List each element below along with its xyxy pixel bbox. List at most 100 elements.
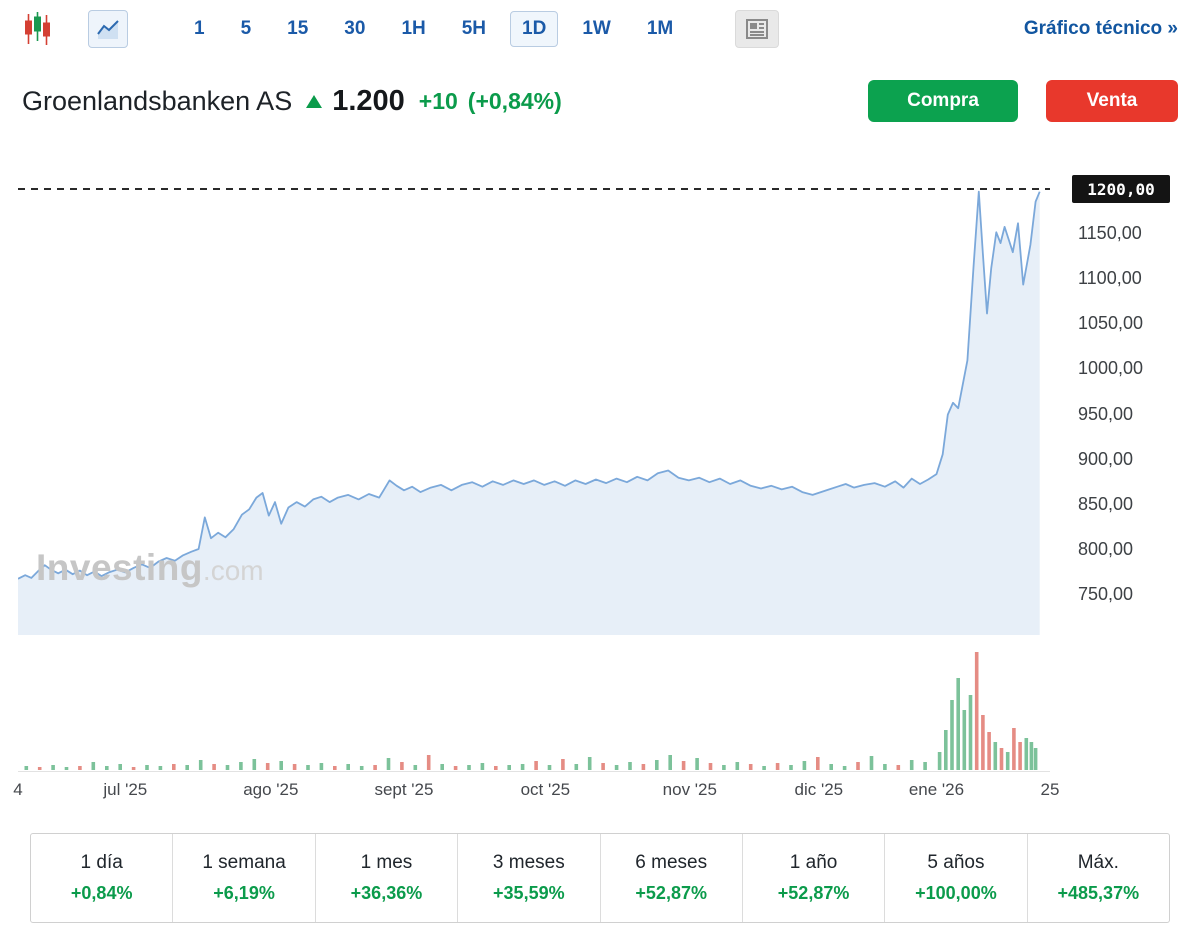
volume-bar	[681, 761, 686, 770]
interval-1d[interactable]: 1D	[510, 11, 559, 47]
sell-button[interactable]: Venta	[1046, 80, 1178, 122]
perf-value: +52,87%	[777, 883, 850, 903]
instrument-header: Groenlandsbanken AS 1.200 +10 (+0,84%) C…	[22, 70, 1178, 132]
perf-max: Máx. +485,37%	[1026, 834, 1169, 922]
interval-1m[interactable]: 1M	[635, 11, 685, 47]
x-axis-label: 25	[1040, 780, 1060, 799]
y-axis-label: 1100,00	[1078, 268, 1142, 289]
y-axis-label: 900,00	[1078, 448, 1134, 469]
x-axis-label: ene '26	[908, 780, 965, 799]
volume-bar	[333, 766, 337, 770]
perf-label: Máx.	[1077, 852, 1119, 873]
price-change: +10	[418, 87, 458, 114]
volume-bar	[453, 766, 458, 770]
perf-label: 6 meses	[635, 852, 708, 873]
volume-bar	[1029, 742, 1034, 770]
y-axis-label: 1050,00	[1078, 313, 1144, 334]
volume-bar	[494, 766, 498, 770]
volume-bar	[1024, 738, 1029, 770]
volume-bar	[1005, 752, 1010, 770]
volume-bar	[359, 766, 364, 770]
volume-bar	[373, 765, 377, 770]
interval-30[interactable]: 30	[332, 11, 377, 47]
volume-bar	[695, 758, 699, 770]
volume-bar	[1033, 748, 1038, 770]
interval-5h[interactable]: 5H	[450, 11, 498, 47]
volume-bar	[91, 762, 96, 770]
price-chart-region: Investing.com 1200,00 1150,00 1100,00 1050,…	[0, 145, 1200, 813]
volume-bar	[440, 764, 444, 770]
interval-1[interactable]: 1	[182, 11, 217, 47]
interval-1h[interactable]: 1H	[389, 11, 437, 47]
volume-bar	[507, 765, 511, 770]
volume-bar	[587, 757, 592, 770]
perf-value: +35,59%	[493, 883, 565, 903]
perf-value: +52,87%	[635, 883, 707, 903]
volume-bar	[1018, 742, 1022, 770]
volume-bar	[762, 766, 766, 770]
volume-bar	[480, 763, 485, 770]
volume-bar	[987, 732, 991, 770]
volume-bar	[198, 760, 203, 770]
perf-3-meses: 3 meses +35,59%	[457, 834, 599, 922]
investing-watermark: Investing.com	[36, 547, 264, 589]
volume-bar	[842, 766, 847, 770]
interval-1w[interactable]: 1W	[570, 11, 623, 47]
volume-bar	[131, 767, 136, 770]
price-up-arrow-icon	[306, 94, 323, 108]
price-line	[18, 190, 1041, 580]
volume-bar	[172, 764, 176, 770]
news-icon[interactable]	[735, 10, 780, 48]
volume-bar	[601, 763, 605, 770]
interval-selector: 1 5 15 30 1H 5H 1D 1W 1M	[176, 11, 691, 47]
volume-bar	[944, 730, 948, 770]
x-axis-label: sept '25	[374, 780, 434, 799]
technical-chart-link[interactable]: Gráfico técnico »	[1023, 18, 1178, 39]
perf-label: 1 semana	[202, 852, 286, 873]
candlestick-chart-icon[interactable]	[22, 10, 52, 48]
volume-bar	[829, 764, 833, 770]
volume-bar	[145, 765, 149, 770]
y-axis-label: 750,00	[1078, 583, 1134, 604]
volume-bar	[105, 766, 109, 770]
volume-bar	[974, 652, 979, 770]
volume-bar	[909, 760, 914, 770]
volume-bar	[413, 765, 418, 770]
price-change-percent: (+0,84%)	[467, 87, 562, 114]
performance-summary: 1 día +0,84% 1 semana +6,19% 1 mes +36,3…	[30, 833, 1170, 923]
volume-bar	[999, 748, 1004, 770]
price-chart-canvas[interactable]	[18, 145, 1050, 775]
volume-bar	[869, 756, 874, 770]
perf-5-anos: 5 años +100,00%	[884, 834, 1026, 922]
volume-bar	[628, 762, 632, 770]
perf-1-semana: 1 semana +6,19%	[172, 834, 314, 922]
volume-bar	[37, 767, 42, 770]
x-axis-label: oct '25	[520, 780, 571, 799]
volume-bar	[158, 766, 163, 770]
y-axis-label: 800,00	[1078, 538, 1134, 559]
y-axis-label: 850,00	[1078, 493, 1134, 514]
volume-bar	[775, 763, 780, 770]
perf-label: 1 día	[80, 852, 123, 873]
volume-bar	[561, 759, 565, 770]
interval-5[interactable]: 5	[229, 11, 264, 47]
line-chart-icon[interactable]	[88, 10, 128, 48]
interval-15[interactable]: 15	[275, 11, 320, 47]
volume-bar	[981, 715, 985, 770]
volume-bar	[802, 761, 807, 770]
volume-bar	[641, 764, 646, 770]
volume-bar	[789, 765, 793, 770]
volume-bar	[118, 764, 122, 770]
perf-value: +100,00%	[915, 883, 997, 903]
volume-bar	[292, 764, 297, 770]
volume-bar	[252, 759, 257, 770]
buy-button[interactable]: Compra	[868, 80, 1018, 122]
y-axis-label: 1000,00	[1078, 358, 1144, 379]
volume-bar	[78, 766, 82, 770]
volume-bar	[467, 765, 471, 770]
y-axis-label: 950,00	[1078, 403, 1134, 424]
volume-bar	[574, 764, 579, 770]
perf-label: 3 meses	[492, 852, 565, 873]
volume-bar	[239, 762, 243, 770]
volume-bar	[962, 710, 967, 770]
